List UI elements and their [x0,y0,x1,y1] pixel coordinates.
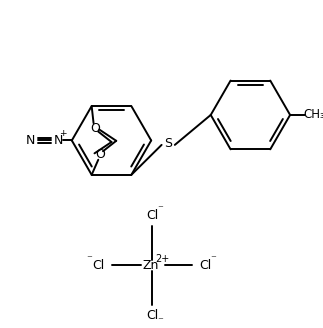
Text: O: O [95,148,105,160]
Text: ⁻: ⁻ [158,316,163,326]
Text: O: O [90,122,100,135]
Text: Zn: Zn [142,259,159,272]
Text: Cl: Cl [199,259,211,272]
Text: N: N [26,134,35,147]
Text: CH₃: CH₃ [304,109,323,121]
Text: Cl: Cl [146,309,158,322]
Text: N: N [54,134,63,147]
Text: +: + [59,129,67,138]
Text: ⁻: ⁻ [86,255,92,265]
Text: ⁻: ⁻ [158,204,163,215]
Text: Cl: Cl [146,209,158,222]
Text: Cl: Cl [92,259,104,272]
Text: ⁻: ⁻ [211,255,216,265]
Text: 2+: 2+ [155,254,170,264]
Text: S: S [164,137,172,151]
